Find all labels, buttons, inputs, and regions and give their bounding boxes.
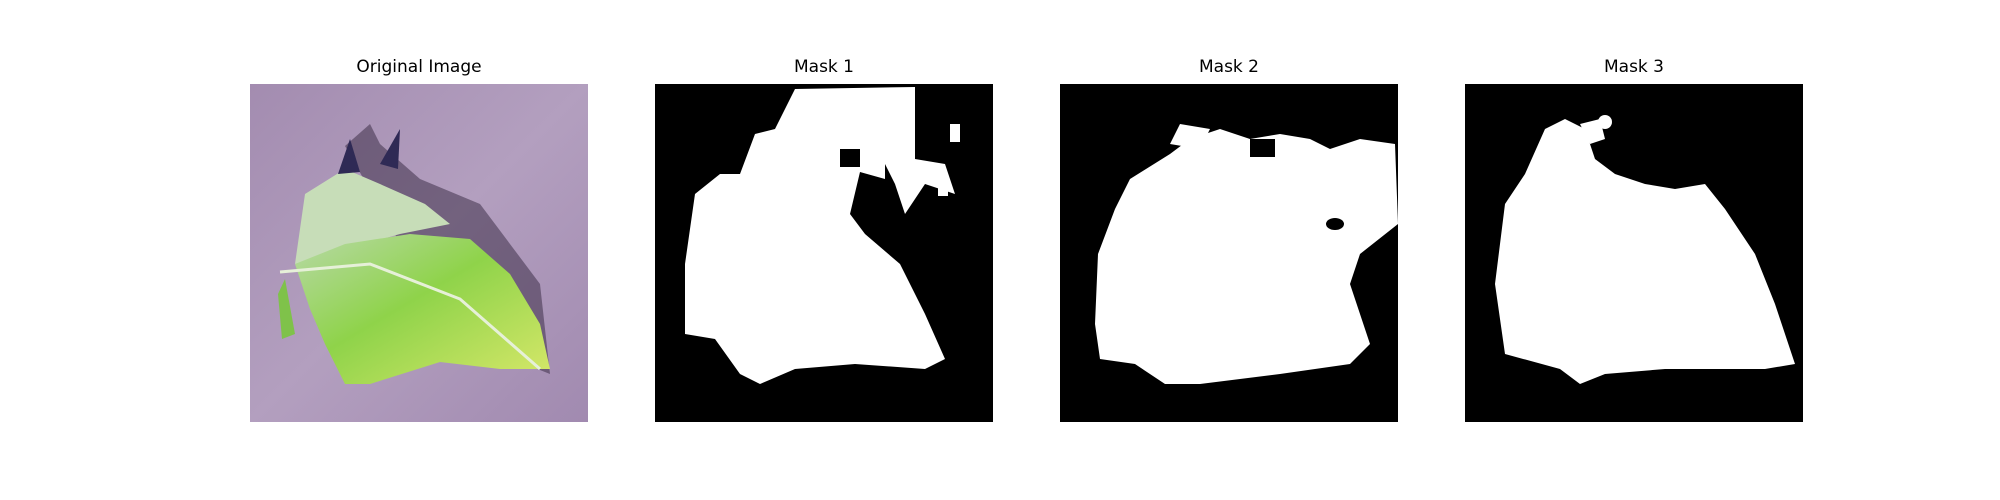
- leaf-photo: [250, 84, 588, 422]
- panel-mask-3: Mask 3: [1465, 52, 1803, 422]
- panel-title: Mask 3: [1603, 57, 1664, 77]
- mask-3-image: [1465, 84, 1803, 422]
- panel-title: Mask 1: [793, 57, 854, 77]
- mask-1: [655, 84, 993, 422]
- mask-1-image: [655, 84, 993, 422]
- panel-original-image: Original Image: [250, 52, 588, 422]
- panel-title: Mask 2: [1198, 57, 1259, 77]
- mask-2: [1060, 84, 1398, 422]
- panel-mask-2: Mask 2: [1060, 52, 1398, 422]
- original-image: [250, 84, 588, 422]
- mask-3: [1465, 84, 1803, 422]
- panel-mask-1: Mask 1: [655, 52, 993, 422]
- panel-title: Original Image: [356, 57, 482, 77]
- mask-2-image: [1060, 84, 1398, 422]
